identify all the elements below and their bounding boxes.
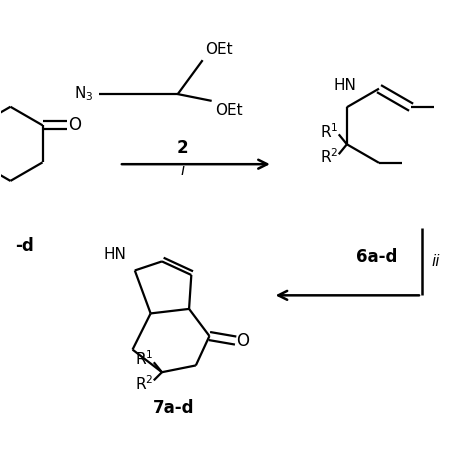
Text: N$_3$: N$_3$: [74, 85, 93, 103]
Text: HN: HN: [333, 78, 356, 93]
Text: OEt: OEt: [205, 41, 233, 56]
Text: HN: HN: [104, 248, 126, 263]
Text: ii: ii: [431, 254, 440, 269]
Text: 2: 2: [177, 139, 188, 157]
Text: O: O: [237, 332, 249, 349]
Text: R$^1$: R$^1$: [320, 122, 339, 141]
Text: 7a-d: 7a-d: [152, 399, 194, 417]
Text: R$^2$: R$^2$: [135, 374, 154, 393]
Text: i: i: [180, 163, 184, 178]
Text: O: O: [68, 116, 81, 134]
Text: -d: -d: [15, 237, 33, 255]
Text: OEt: OEt: [215, 103, 243, 118]
Text: R$^2$: R$^2$: [320, 147, 339, 167]
Text: 6a-d: 6a-d: [356, 248, 397, 266]
Text: R$^1$: R$^1$: [135, 349, 154, 368]
